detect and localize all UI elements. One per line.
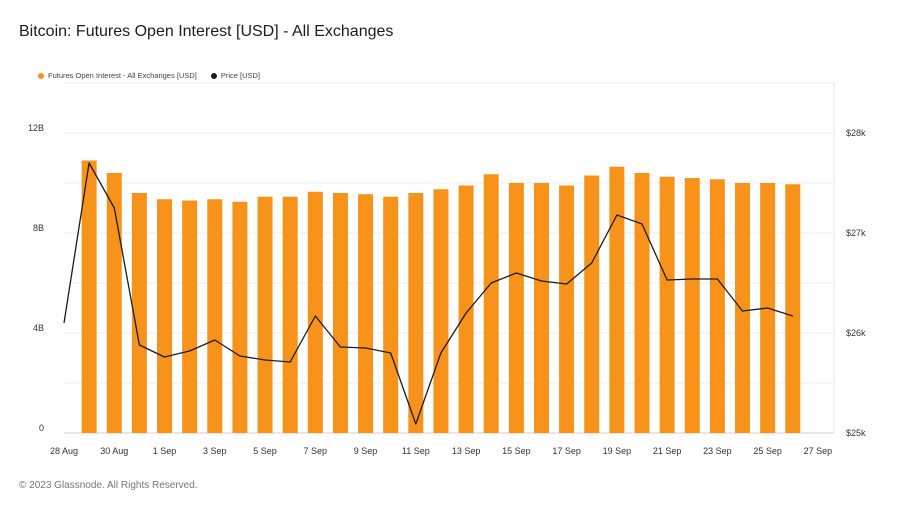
bar-open-interest <box>232 201 248 433</box>
legend-item-open-interest[interactable]: Futures Open Interest - All Exchanges [U… <box>38 71 197 80</box>
bar-open-interest <box>157 199 173 433</box>
y-left-tick-label: 4B <box>33 323 44 333</box>
bar-open-interest <box>106 173 122 433</box>
bar-open-interest <box>609 166 625 433</box>
chart-title: Bitcoin: Futures Open Interest [USD] - A… <box>19 23 394 40</box>
x-tick-label: 27 Sep <box>804 446 833 456</box>
x-tick-label: 19 Sep <box>603 446 632 456</box>
bar-open-interest <box>508 183 524 433</box>
bar-open-interest <box>358 194 374 433</box>
bar-open-interest <box>684 178 700 433</box>
bar-open-interest <box>483 174 499 433</box>
bar-open-interest <box>584 175 600 433</box>
legend-item-price[interactable]: Price [USD] <box>210 71 261 80</box>
x-tick-label: 9 Sep <box>354 446 378 456</box>
bar-open-interest <box>383 196 399 433</box>
x-tick-label: 13 Sep <box>452 446 481 456</box>
bar-open-interest <box>81 160 97 433</box>
y-left-tick-label: 0 <box>39 423 44 433</box>
x-tick-label: 21 Sep <box>653 446 682 456</box>
x-tick-label: 5 Sep <box>253 446 277 456</box>
y-right-tick-label: $26k <box>846 328 866 338</box>
bar-open-interest <box>458 185 474 433</box>
x-tick-label: 17 Sep <box>552 446 581 456</box>
bar-open-interest <box>408 193 424 433</box>
bar-open-interest <box>182 200 198 433</box>
bar-open-interest <box>559 185 575 433</box>
bar-open-interest <box>433 189 449 433</box>
legend-label-price: Price [USD] <box>220 71 261 80</box>
x-tick-label: 11 Sep <box>402 446 430 456</box>
x-tick-label: 28 Aug <box>50 446 78 456</box>
legend-swatch-price <box>210 72 217 79</box>
x-tick-label: 23 Sep <box>703 446 732 456</box>
y-left-tick-label: 8B <box>33 223 44 233</box>
bar-open-interest <box>785 184 801 433</box>
chart-legend: Futures Open Interest - All Exchanges [U… <box>38 71 260 80</box>
x-tick-label: 7 Sep <box>304 446 328 456</box>
x-tick-label: 1 Sep <box>153 446 177 456</box>
bar-open-interest <box>282 196 298 433</box>
bar-open-interest <box>307 191 323 433</box>
legend-label-open-interest: Futures Open Interest - All Exchanges [U… <box>48 71 197 80</box>
bar-open-interest <box>709 179 725 433</box>
price-line <box>63 162 793 425</box>
bar-open-interest <box>207 199 223 433</box>
x-tick-label: 30 Aug <box>100 446 128 456</box>
bar-open-interest <box>735 183 751 433</box>
y-right-tick-label: $27k <box>846 228 866 238</box>
y-right-tick-label: $25k <box>846 428 866 438</box>
bar-open-interest <box>257 196 273 433</box>
bar-open-interest <box>533 183 549 433</box>
copyright-footer: © 2023 Glassnode. All Rights Reserved. <box>19 480 198 491</box>
legend-swatch-open-interest <box>38 72 44 79</box>
bar-open-interest <box>634 173 650 433</box>
y-right-tick-label: $28k <box>846 128 866 138</box>
y-left-tick-label: 12B <box>28 123 44 133</box>
bar-open-interest <box>131 193 147 433</box>
x-tick-label: 25 Sep <box>753 446 782 456</box>
x-tick-label: 3 Sep <box>203 446 227 456</box>
bar-open-interest <box>659 176 675 433</box>
bar-open-interest <box>332 193 348 433</box>
x-tick-label: 15 Sep <box>502 446 531 456</box>
